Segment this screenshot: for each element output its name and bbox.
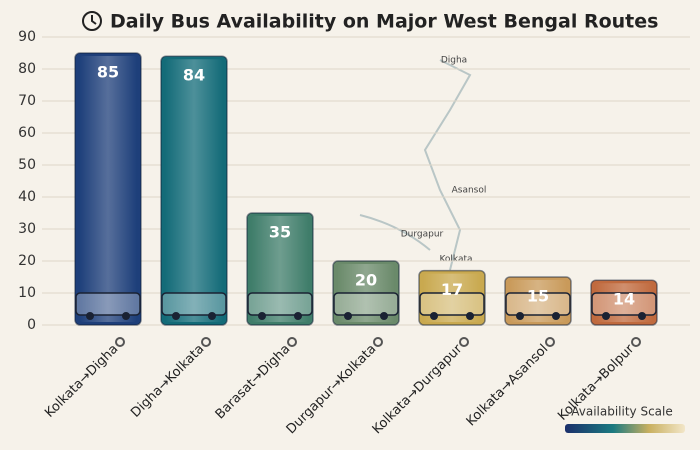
bar-shine (251, 216, 309, 322)
route-icon (115, 337, 125, 347)
route-icon (373, 337, 383, 347)
bar-shine (79, 56, 137, 322)
y-tick-label: 40 (18, 189, 36, 205)
bus-wheel (294, 312, 302, 320)
route-icon (287, 337, 297, 347)
value-label: 15 (527, 287, 549, 306)
route-icon (459, 337, 469, 347)
value-label: 85 (97, 63, 119, 82)
bus-wheel (516, 312, 524, 320)
y-tick-label: 0 (27, 317, 36, 333)
bus-icon (591, 292, 657, 316)
legend-scale (565, 424, 685, 433)
bar-shine (509, 280, 567, 322)
bus-wheel (86, 312, 94, 320)
y-tick-label: 50 (18, 157, 36, 173)
legend-title: Availability Scale (571, 405, 673, 419)
bus-icon (75, 292, 141, 316)
clock-icon (82, 11, 102, 31)
value-label: 84 (183, 66, 205, 85)
bus-wheel (552, 312, 560, 320)
bus-wheel (344, 312, 352, 320)
route-icon (631, 337, 641, 347)
bus-icon (505, 292, 571, 316)
map-label: Durgapur (401, 230, 444, 240)
bus-icon (333, 292, 399, 316)
bus-wheel (122, 312, 130, 320)
bus-wheel (430, 312, 438, 320)
y-tick-label: 60 (18, 125, 36, 141)
value-label: 20 (355, 271, 377, 290)
y-tick-label: 10 (18, 285, 36, 301)
bus-wheel (638, 312, 646, 320)
route-icon (201, 337, 211, 347)
value-label: 35 (269, 223, 291, 242)
bus-wheel (466, 312, 474, 320)
chart-title: Daily Bus Availability on Major West Ben… (110, 11, 658, 33)
bus-wheel (258, 312, 266, 320)
bus-icon (161, 292, 227, 316)
map-label: Kolkata (439, 255, 472, 265)
bar-shine (165, 59, 223, 322)
value-label: 17 (441, 280, 463, 299)
value-label: 14 (613, 290, 635, 309)
bus-wheel (602, 312, 610, 320)
bus-wheel (172, 312, 180, 320)
bus-icon (247, 292, 313, 316)
bar-shine (423, 273, 481, 322)
y-tick-label: 20 (18, 253, 36, 269)
map-label: Digha (441, 56, 467, 66)
y-tick-label: 30 (18, 221, 36, 237)
bus-wheel (208, 312, 216, 320)
map-label: Asansol (452, 186, 487, 196)
y-tick-label: 70 (18, 93, 36, 109)
bus-wheel (380, 312, 388, 320)
y-tick-label: 90 (18, 29, 36, 45)
bus-icon (419, 292, 485, 316)
y-tick-label: 80 (18, 61, 36, 77)
route-icon (545, 337, 555, 347)
